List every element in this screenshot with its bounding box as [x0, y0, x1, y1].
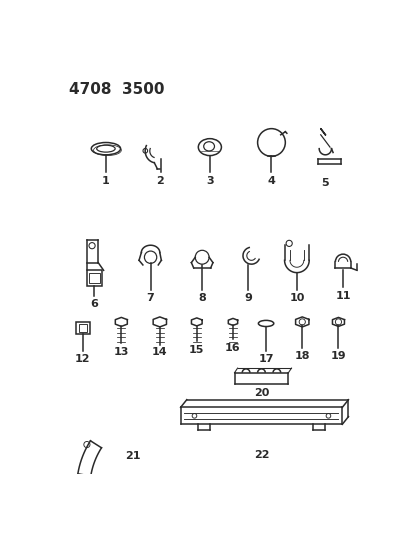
Text: 8: 8 [198, 294, 206, 303]
Text: 13: 13 [114, 346, 129, 357]
Text: 21: 21 [125, 451, 141, 461]
Text: 10: 10 [289, 294, 304, 303]
Text: 7: 7 [147, 294, 155, 303]
Text: 22: 22 [254, 450, 269, 461]
Text: 3: 3 [206, 176, 214, 187]
Text: 20: 20 [254, 388, 269, 398]
Text: 5: 5 [322, 178, 329, 188]
Text: 17: 17 [258, 354, 274, 364]
Text: 11: 11 [335, 291, 351, 301]
Text: 4: 4 [268, 176, 275, 187]
Text: 9: 9 [244, 294, 252, 303]
Text: 15: 15 [189, 345, 204, 355]
Text: 6: 6 [91, 299, 98, 309]
Text: 16: 16 [225, 343, 241, 353]
Text: 14: 14 [152, 346, 168, 357]
Text: 4708  3500: 4708 3500 [69, 82, 164, 96]
Text: 12: 12 [75, 354, 91, 364]
Text: 19: 19 [330, 351, 346, 361]
Text: 1: 1 [102, 176, 110, 187]
Text: 18: 18 [295, 351, 310, 361]
Text: 2: 2 [156, 176, 164, 187]
